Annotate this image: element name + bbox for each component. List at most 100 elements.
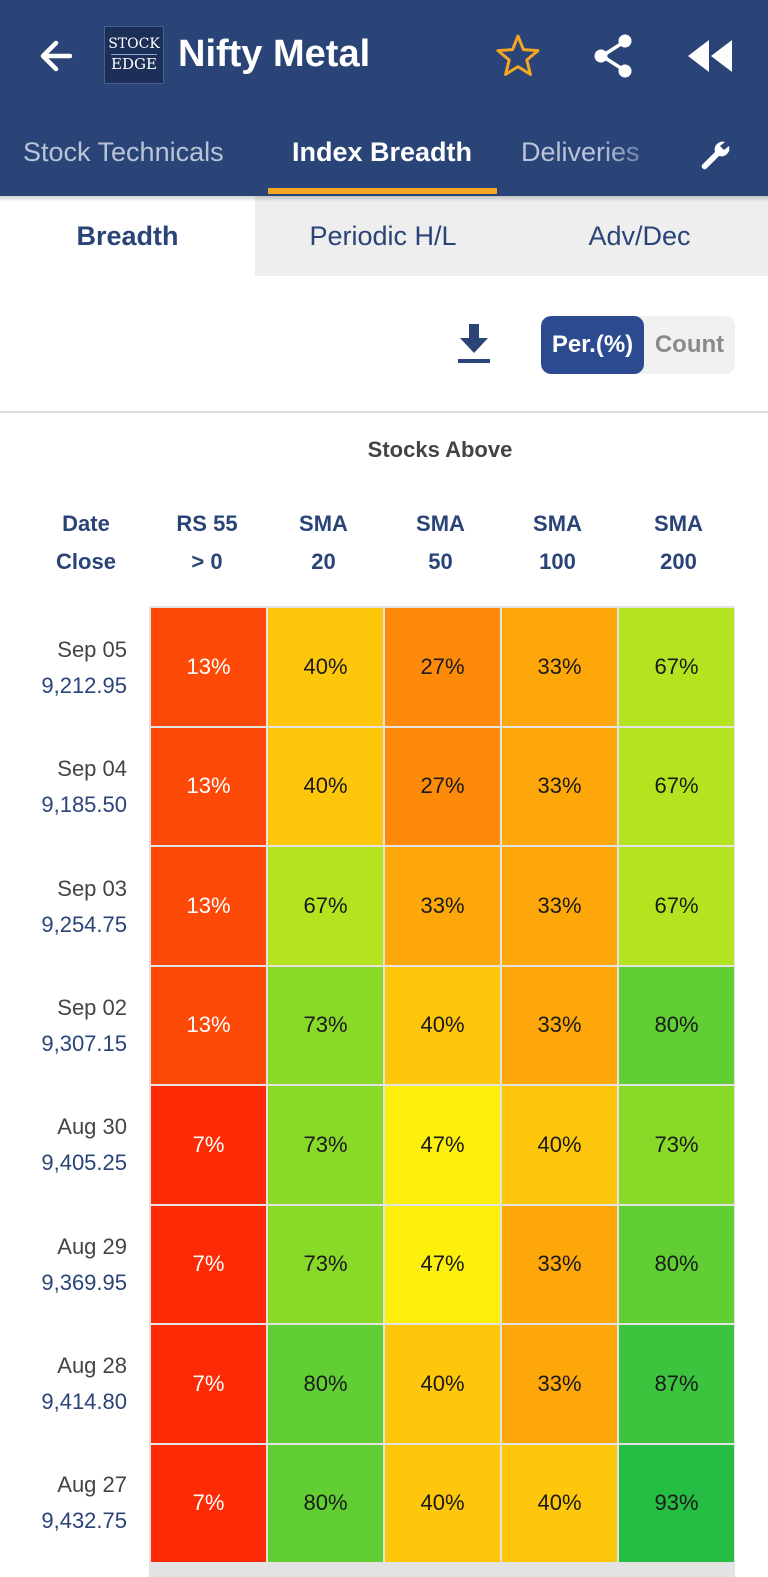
heatmap-cell-sma200: 87% — [619, 1325, 734, 1443]
heatmap-cell-sma20: 73% — [268, 1086, 383, 1204]
header-line1: SMA — [533, 511, 582, 536]
row-label: Sep 04 9,185.50 — [0, 751, 127, 823]
header-line2: 50 — [428, 549, 453, 574]
header-line2: 100 — [539, 549, 576, 574]
header-line2: Close — [56, 549, 116, 574]
share-icon[interactable] — [590, 32, 638, 80]
logo-line2: EDGE — [111, 54, 157, 73]
heatmap-cell-sma200: 80% — [619, 1205, 734, 1323]
heatmap-cell-sma20: 40% — [268, 608, 383, 726]
heatmap-cell-sma50: 47% — [385, 1086, 500, 1204]
header-line2: 20 — [311, 549, 336, 574]
appbar-shadow — [0, 196, 768, 202]
heatmap-cell-sma20: 67% — [268, 847, 383, 965]
row-close: 9,432.75 — [41, 1508, 127, 1533]
row-date: Aug 27 — [57, 1472, 127, 1497]
top-bar: STOCK EDGE Nifty Metal — [0, 0, 768, 112]
subtab-periodic-hl[interactable]: Periodic H/L — [309, 221, 457, 251]
row-close: 9,307.15 — [41, 1031, 127, 1056]
heatmap-cell-sma20: 80% — [268, 1325, 383, 1443]
sub-tabs: Breadth Periodic H/L Adv/Dec — [0, 196, 768, 276]
heatmap-cell-sma100: 33% — [502, 847, 617, 965]
heatmap-cell-sma20: 80% — [268, 1444, 383, 1562]
heatmap-cell-rs55: 7% — [151, 1086, 266, 1204]
header-line1: RS 55 — [176, 511, 238, 536]
heatmap-cell-sma100: 33% — [502, 1325, 617, 1443]
heatmap-cell-sma50: 40% — [385, 966, 500, 1084]
heatmap-cell-sma20: 73% — [268, 1205, 383, 1323]
row-label: Aug 27 9,432.75 — [0, 1467, 127, 1539]
heatmap-cell-sma200: 80% — [619, 966, 734, 1084]
heatmap-cell-sma200: 67% — [619, 608, 734, 726]
heatmap-cell-sma20: 73% — [268, 966, 383, 1084]
nav-tabs: Stock Technicals Index Breadth Deliverie… — [0, 112, 768, 196]
heatmap-cell-sma50: 33% — [385, 847, 500, 965]
heatmap-cell-sma200: 67% — [619, 847, 734, 965]
table-group-title: Stocks Above — [367, 437, 513, 462]
row-date: Sep 04 — [57, 756, 127, 781]
star-icon[interactable] — [494, 32, 542, 80]
tab-index-breadth[interactable]: Index Breadth — [292, 137, 473, 167]
download-icon[interactable] — [455, 322, 493, 366]
heatmap-cell-sma50: 40% — [385, 1325, 500, 1443]
heatmap-cell-sma50: 27% — [385, 727, 500, 845]
heatmap-cell-sma100: 33% — [502, 608, 617, 726]
column-header-date[interactable]: Date Close — [36, 505, 136, 581]
heatmap-cell-sma50: 27% — [385, 608, 500, 726]
heatmap-cell-sma200: 73% — [619, 1086, 734, 1204]
heatmap-cell-sma100: 33% — [502, 966, 617, 1084]
app-bar: STOCK EDGE Nifty Metal Stock T — [0, 0, 768, 196]
heatmap-cell-sma100: 33% — [502, 1205, 617, 1323]
row-date: Aug 29 — [57, 1234, 127, 1259]
row-close: 9,185.50 — [41, 792, 127, 817]
heatmap-cell-rs55: 7% — [151, 1325, 266, 1443]
row-close: 9,369.95 — [41, 1270, 127, 1295]
row-close: 9,254.75 — [41, 912, 127, 937]
row-label: Sep 05 9,212.95 — [0, 632, 127, 704]
heatmap-cell-rs55: 13% — [151, 966, 266, 1084]
header-line1: Date — [62, 511, 110, 536]
row-date: Sep 03 — [57, 876, 127, 901]
column-header-sma100[interactable]: SMA 100 — [499, 505, 616, 581]
header-line2: > 0 — [191, 549, 223, 574]
column-header-rs55[interactable]: RS 55 > 0 — [149, 505, 265, 581]
column-header-sma50[interactable]: SMA 50 — [382, 505, 499, 581]
row-label: Aug 28 9,414.80 — [0, 1348, 127, 1420]
toggle-percent[interactable]: Per.(%) — [541, 316, 644, 374]
row-label: Sep 03 9,254.75 — [0, 871, 127, 943]
row-close: 9,414.80 — [41, 1389, 127, 1414]
logo-line1: STOCK — [108, 36, 160, 52]
header-line1: SMA — [654, 511, 703, 536]
toggle-count[interactable]: Count — [654, 331, 725, 358]
percent-count-toggle: Per.(%) Count — [541, 316, 735, 374]
stockedge-logo: STOCK EDGE — [104, 26, 164, 84]
column-header-sma200[interactable]: SMA 200 — [616, 505, 741, 581]
column-header-sma20[interactable]: SMA 20 — [265, 505, 382, 581]
header-line2: 200 — [660, 549, 697, 574]
heatmap-cell-sma100: 33% — [502, 727, 617, 845]
subtab-adv-dec[interactable]: Adv/Dec — [588, 221, 691, 251]
subtab-breadth[interactable]: Breadth — [0, 196, 255, 276]
heatmap-cell-sma50: 40% — [385, 1444, 500, 1562]
row-date: Sep 02 — [57, 995, 127, 1020]
row-date: Sep 05 — [57, 637, 127, 662]
heatmap-cell-rs55: 7% — [151, 1205, 266, 1323]
tab-fade-overlay — [600, 130, 680, 176]
row-close: 9,405.25 — [41, 1150, 127, 1175]
row-close: 9,212.95 — [41, 673, 127, 698]
heatmap-cell-rs55: 13% — [151, 847, 266, 965]
tab-stock-technicals[interactable]: Stock Technicals — [23, 137, 224, 167]
heatmap-cell-sma200: 67% — [619, 727, 734, 845]
heatmap-cell-sma20: 40% — [268, 727, 383, 845]
row-label: Aug 29 9,369.95 — [0, 1229, 127, 1301]
heatmap-cell-sma50: 47% — [385, 1205, 500, 1323]
back-arrow-icon[interactable] — [30, 30, 82, 82]
wrench-icon[interactable] — [698, 138, 732, 172]
row-label: Sep 02 9,307.15 — [0, 990, 127, 1062]
header-line1: SMA — [299, 511, 348, 536]
heatmap-cell-sma100: 40% — [502, 1086, 617, 1204]
row-date: Aug 30 — [57, 1114, 127, 1139]
rewind-icon[interactable] — [686, 36, 734, 76]
active-tab-indicator — [268, 188, 497, 194]
row-date: Aug 28 — [57, 1353, 127, 1378]
